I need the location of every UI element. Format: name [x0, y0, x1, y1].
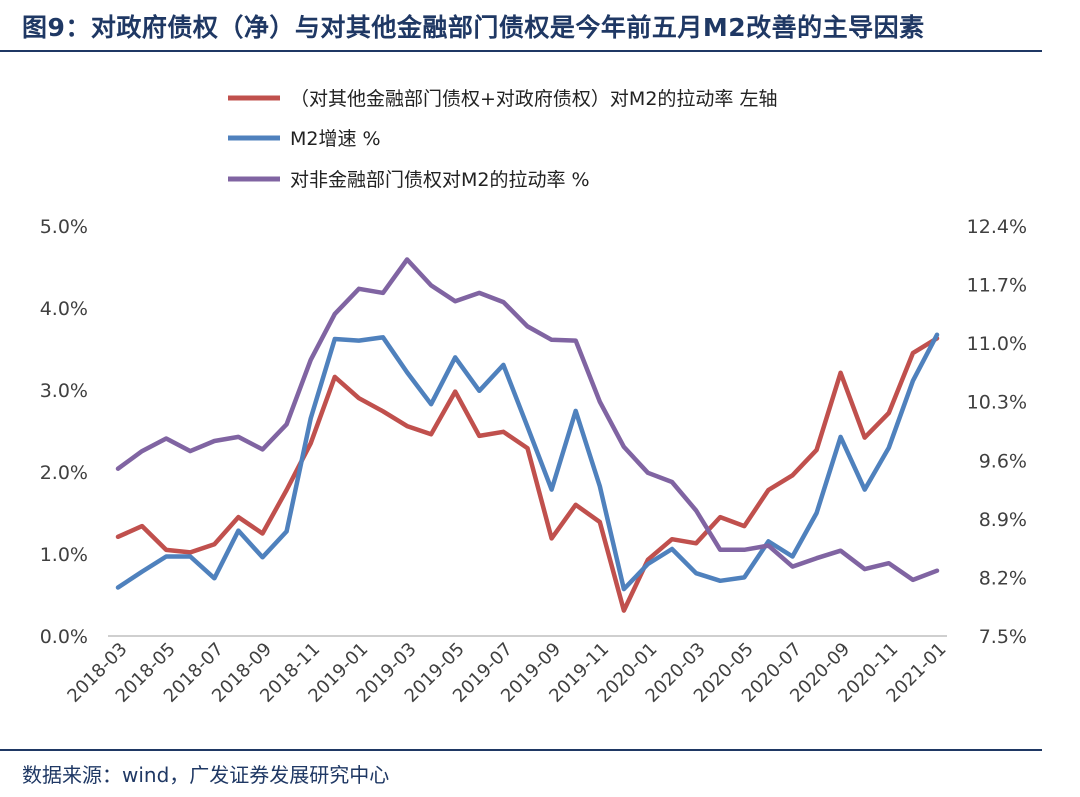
line-chart: （对其他金融部门债权+对政府债权）对M2的拉动率 左轴 M2增速 % 对非金融部门债…: [40, 88, 1027, 707]
right-axis-tick: 11.0%: [967, 333, 1027, 355]
left-axis-tick: 3.0%: [40, 380, 88, 402]
left-axis-tick: 2.0%: [40, 462, 88, 484]
legend-label-1: （对其他金融部门债权+对政府债权）对M2的拉动率 左轴: [290, 88, 777, 110]
left-axis-tick: 1.0%: [40, 544, 88, 566]
source-note: 数据来源：wind，广发证券发展研究中心: [22, 763, 390, 787]
series-line-2: [115, 332, 940, 592]
right-axis-tick: 8.9%: [979, 509, 1027, 531]
source-divider: [0, 749, 1042, 751]
right-axis-tick: 8.2%: [979, 567, 1027, 589]
legend-label-2: M2增速 %: [290, 128, 381, 150]
chart-legend: （对其他金融部门债权+对政府债权）对M2的拉动率 左轴 M2增速 % 对非金融部门债…: [228, 88, 777, 191]
series-line-3: [115, 257, 940, 583]
chart-lines: [115, 257, 940, 613]
legend-label-3: 对非金融部门债权对M2的拉动率 %: [290, 169, 590, 191]
right-axis-tick: 10.3%: [967, 392, 1027, 414]
left-axis-tick: 5.0%: [40, 216, 88, 238]
right-axis-tick: 11.7%: [967, 275, 1027, 297]
right-axis-tick: 9.6%: [979, 450, 1027, 472]
left-axis-tick: 4.0%: [40, 298, 88, 320]
right-axis-tick: 12.4%: [967, 216, 1027, 238]
title-divider: [0, 50, 1042, 52]
series-line-1: [115, 336, 940, 613]
figure-title: 图9：对政府债权（净）与对其他金融部门债权是今年前五月M2改善的主导因素: [22, 13, 925, 42]
left-axis-tick: 0.0%: [40, 626, 88, 648]
right-axis-tick: 7.5%: [979, 626, 1027, 648]
